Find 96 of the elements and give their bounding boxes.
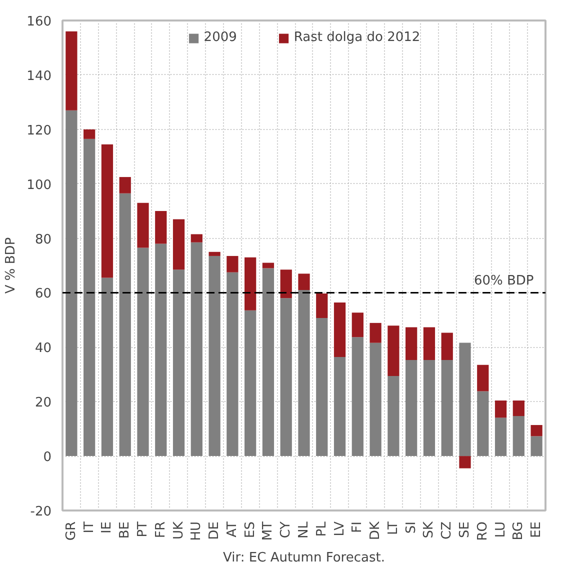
bar (530, 436, 542, 456)
bar (512, 400, 524, 416)
y-tick-label: 20 (34, 396, 52, 411)
bar (119, 193, 131, 456)
bar (316, 294, 328, 318)
bar (477, 391, 489, 456)
bar (172, 219, 185, 270)
y-tick-label: 40 (34, 341, 52, 356)
x-tick-label: BE (118, 521, 133, 539)
bar (280, 298, 292, 456)
bar (352, 337, 364, 456)
bar (101, 278, 114, 456)
x-tick-label: DK (368, 521, 384, 540)
bar (388, 326, 400, 376)
x-tick-label: PT (136, 521, 150, 538)
bar (244, 310, 256, 456)
bar (477, 364, 489, 392)
bar (190, 234, 202, 242)
bar (423, 327, 436, 360)
bar (441, 360, 453, 456)
bar (459, 456, 471, 468)
bar (226, 272, 238, 456)
bar (530, 425, 542, 436)
bar (155, 211, 167, 244)
bar (208, 256, 220, 456)
bar (494, 400, 507, 418)
x-tick-label: LV (332, 521, 348, 536)
bar (370, 342, 382, 456)
y-tick-label: 140 (26, 68, 52, 84)
x-tick-label: SE (458, 521, 472, 538)
x-tick-label: LT (386, 521, 401, 535)
bar (262, 262, 274, 268)
x-tick-label: LU (493, 521, 508, 538)
x-tick-label: FI (350, 522, 366, 533)
x-tick-label: IT (82, 521, 97, 534)
x-tick-label: CY (278, 521, 294, 538)
y-tick-label: 100 (26, 178, 52, 193)
x-tick-label: NL (296, 520, 312, 538)
y-tick-label: 160 (26, 14, 52, 30)
bar (155, 244, 167, 456)
bar (137, 202, 149, 248)
bar (172, 270, 185, 456)
bar (316, 318, 328, 456)
x-tick-label: BG (511, 522, 526, 540)
y-tick-label: 0 (43, 450, 52, 466)
x-tick-label: EE (529, 521, 544, 538)
bar (441, 332, 453, 360)
bar (137, 248, 149, 456)
bar (66, 31, 78, 110)
bar (388, 376, 400, 456)
x-tick-label: FR (153, 521, 168, 538)
bar (334, 356, 346, 456)
x-tick-label: UK (171, 521, 186, 540)
bar (101, 144, 114, 278)
x-tick-label: PL (314, 520, 330, 537)
x-tick-label: IE (100, 521, 115, 534)
x-tick-label: MT (260, 521, 276, 541)
y-tick-label: -20 (30, 504, 52, 520)
text: Vir: EC Autumn Forecast. (223, 550, 385, 566)
bar (423, 360, 436, 456)
x-tick-label: HU (189, 521, 204, 541)
bar (406, 360, 418, 456)
x-tick-label: RO (475, 522, 490, 541)
x-tick-label: CZ (440, 521, 455, 540)
bar (298, 290, 310, 456)
bar (370, 322, 382, 343)
y-tick-label: 60 (34, 286, 52, 302)
bar (280, 270, 292, 298)
bar (244, 257, 256, 310)
bar (226, 256, 238, 272)
bar (352, 312, 364, 338)
legend-label: Rast dolga do 2012 (294, 30, 420, 45)
bar (84, 129, 96, 139)
legend-label: 2009 (204, 30, 237, 45)
y-axis-title: V % BDP (4, 237, 19, 294)
x-tick-label: AT (224, 521, 240, 538)
x-tick-label: SI (404, 521, 419, 534)
y-tick-label: 80 (34, 232, 52, 248)
x-tick-label: GR (64, 521, 79, 541)
bar (334, 302, 346, 357)
bar (84, 138, 96, 456)
bar (406, 327, 418, 360)
bar (208, 252, 220, 256)
bar (262, 268, 274, 456)
x-tick-label: DE (207, 521, 222, 540)
bar (512, 416, 524, 456)
bar (298, 274, 310, 290)
bar (190, 242, 202, 456)
bar (459, 342, 471, 456)
y-tick-label: 120 (26, 123, 52, 138)
x-tick-label: SK (422, 521, 437, 538)
ref-line-label: 60% BDP (474, 274, 534, 289)
x-tick-label: ES (242, 521, 258, 538)
bar (66, 110, 78, 456)
bar (494, 418, 507, 456)
bar (119, 177, 131, 194)
